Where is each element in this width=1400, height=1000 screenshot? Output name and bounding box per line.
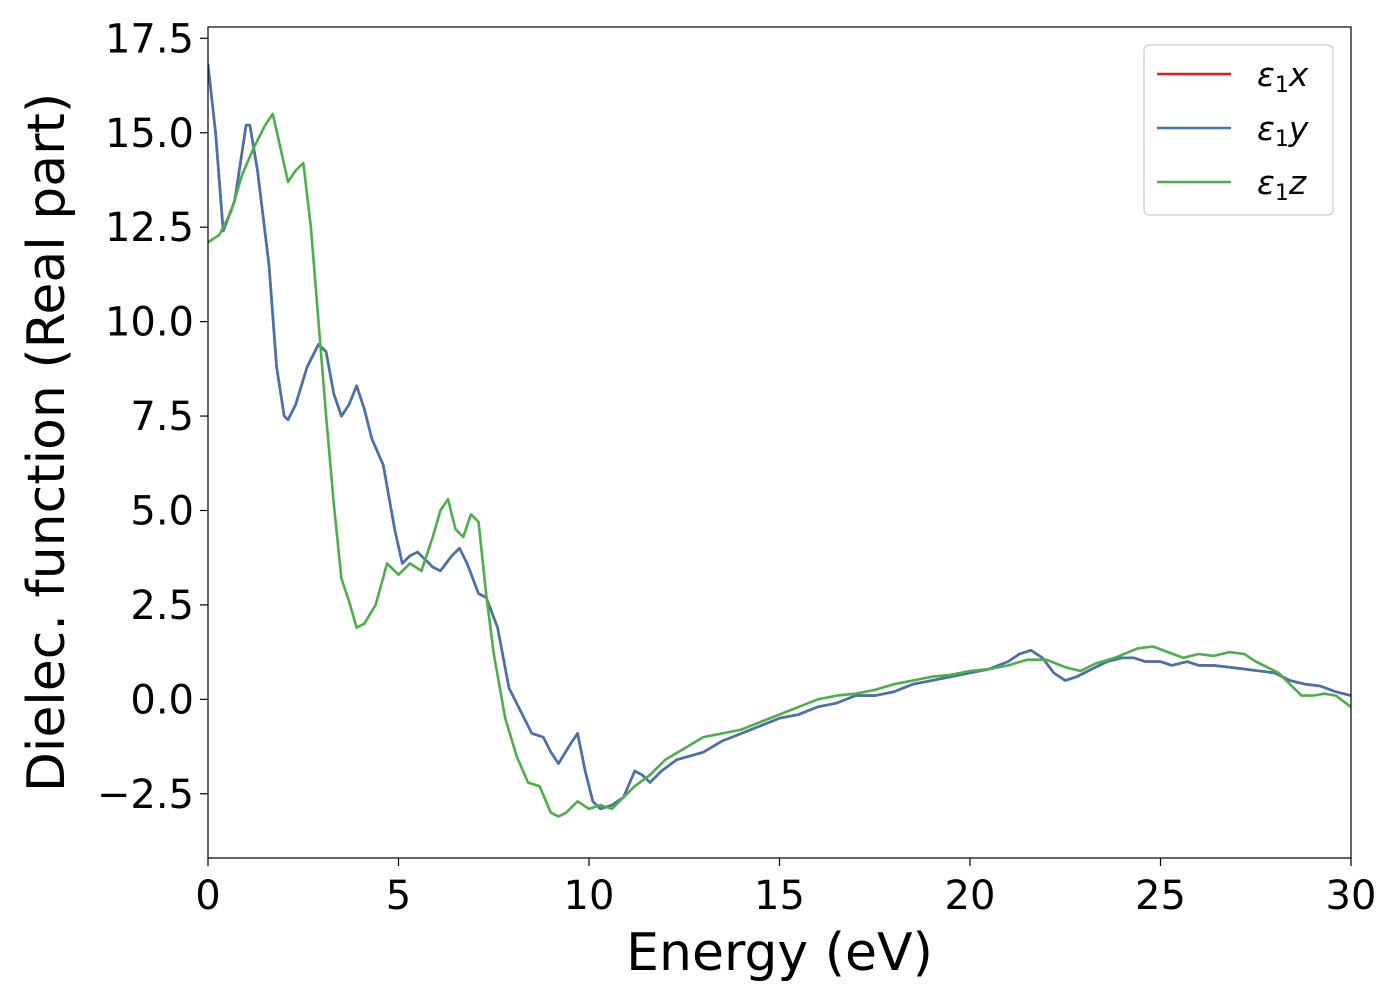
- y-tick-label: 2.5: [130, 583, 194, 629]
- legend-entry-label: ε1x: [1257, 55, 1309, 98]
- legend-box: [1143, 44, 1334, 216]
- series-layer: [208, 63, 1351, 818]
- legend: ε1x ε1y ε1z: [1143, 44, 1334, 216]
- y-axis-title: Dielec. function (Real part): [17, 93, 77, 792]
- y-tick-label: 17.5: [105, 16, 194, 62]
- y-tick-label: 0.0: [130, 677, 194, 723]
- x-tick-label: 5: [386, 873, 411, 919]
- y-tick-label: −2.5: [97, 772, 194, 818]
- x-tick-label: 20: [945, 873, 996, 919]
- x-axis: 0 5 10 15 20 25 30: [195, 858, 1376, 919]
- legend-entry-label: ε1y: [1257, 109, 1309, 152]
- y-tick-label: 12.5: [105, 205, 194, 251]
- x-axis-title: Energy (eV): [626, 923, 933, 983]
- x-tick-label: 10: [564, 873, 615, 919]
- x-tick-label: 0: [195, 873, 220, 919]
- y-tick-label: 5.0: [130, 488, 194, 534]
- x-tick-label: 25: [1135, 873, 1186, 919]
- legend-entry-label: ε1z: [1257, 163, 1307, 206]
- x-tick-label: 30: [1326, 873, 1377, 919]
- x-tick-label: 15: [754, 873, 805, 919]
- y-tick-label: 15.0: [105, 111, 194, 157]
- y-axis: −2.5 0.0 2.5 5.0 7.5 10.0 12.5 15.0 17.5: [97, 16, 208, 818]
- y-tick-label: 10.0: [105, 300, 194, 346]
- series-line-3: [208, 112, 1351, 818]
- y-tick-label: 7.5: [130, 394, 194, 440]
